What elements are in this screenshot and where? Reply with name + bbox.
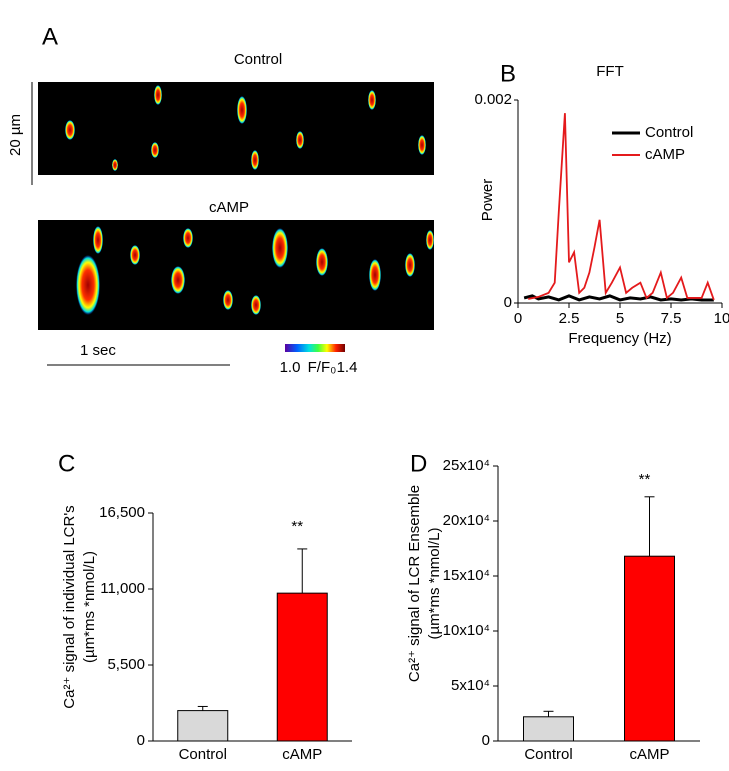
image-title: cAMP bbox=[209, 199, 249, 216]
colorbar-label: F/F₀ bbox=[308, 359, 337, 376]
line-scan-image bbox=[38, 220, 434, 330]
significance: ** bbox=[291, 518, 303, 535]
legend-label: cAMP bbox=[645, 146, 685, 163]
image-events bbox=[65, 85, 426, 171]
y-tick-label: 25x10⁴ bbox=[443, 457, 490, 474]
y-tick-label: 0 bbox=[504, 294, 512, 311]
scale-label: 1 sec bbox=[80, 342, 116, 359]
panel-letter: C bbox=[58, 450, 75, 477]
y-tick-label: 20x10⁴ bbox=[443, 512, 490, 529]
x-tick-label: Control bbox=[524, 746, 572, 763]
y-tick-label: 5x10⁴ bbox=[451, 677, 490, 694]
line-scan-image bbox=[38, 82, 434, 175]
bar bbox=[523, 716, 574, 742]
y-axis-label: (µm*ms *nmol/L) bbox=[81, 551, 98, 663]
data-line bbox=[523, 294, 714, 302]
x-tick-label: 5 bbox=[616, 310, 624, 327]
y-axis-label: Ca²⁺ signal of LCR Ensemble bbox=[406, 485, 423, 682]
image-events bbox=[76, 226, 434, 315]
data-line bbox=[528, 113, 715, 301]
bar bbox=[624, 555, 675, 742]
y-tick-label: 0 bbox=[137, 732, 145, 749]
x-tick-label: 7.5 bbox=[661, 310, 682, 327]
y-tick-label: 11,000 bbox=[100, 580, 145, 597]
y-tick-label: 0 bbox=[482, 732, 490, 749]
scale-label: 20 µm bbox=[7, 114, 24, 156]
x-tick-label: 0 bbox=[514, 310, 522, 327]
y-tick-label: 5,500 bbox=[107, 656, 145, 673]
bar bbox=[177, 710, 229, 742]
y-tick-label: 15x10⁴ bbox=[443, 567, 490, 584]
colorbar bbox=[285, 344, 345, 352]
chart-title: FFT bbox=[596, 63, 624, 80]
y-tick-label: 10x10⁴ bbox=[443, 622, 490, 639]
x-tick-label: cAMP bbox=[282, 746, 322, 763]
y-axis-label: (µm*ms *nmol/L) bbox=[426, 528, 443, 640]
x-tick-label: 10 bbox=[714, 310, 729, 327]
x-axis-label: Frequency (Hz) bbox=[568, 330, 671, 347]
x-tick-label: cAMP bbox=[629, 746, 669, 763]
colorbar-label: 1.0 bbox=[280, 359, 301, 376]
panel-letter: D bbox=[410, 450, 427, 477]
y-tick-label: 0.002 bbox=[474, 91, 512, 108]
x-tick-label: 2.5 bbox=[559, 310, 580, 327]
y-axis-label: Ca²⁺ signal of individual LCR's bbox=[61, 505, 78, 708]
image-title: Control bbox=[234, 51, 282, 68]
panel-letter: B bbox=[500, 60, 516, 87]
panel-letter: A bbox=[42, 23, 58, 50]
bar bbox=[276, 592, 328, 742]
y-axis-label: Power bbox=[479, 179, 496, 222]
legend-label: Control bbox=[645, 124, 693, 141]
colorbar-label: 1.4 bbox=[337, 359, 358, 376]
x-tick-label: Control bbox=[179, 746, 227, 763]
y-tick-label: 16,500 bbox=[99, 504, 145, 521]
significance: ** bbox=[639, 471, 651, 488]
